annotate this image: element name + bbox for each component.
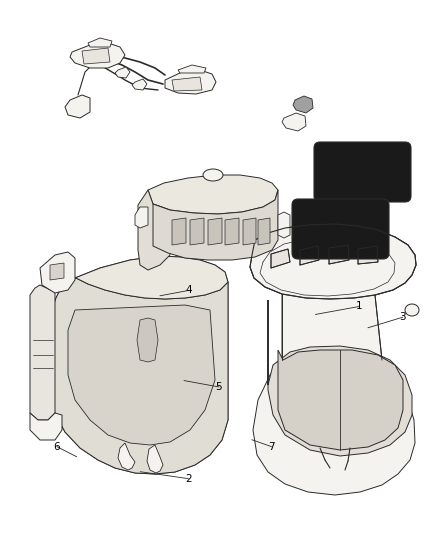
Text: 1: 1 (356, 302, 363, 311)
Polygon shape (65, 95, 90, 118)
Text: 7: 7 (268, 442, 275, 451)
Text: 2: 2 (185, 474, 192, 483)
Polygon shape (50, 263, 64, 280)
Polygon shape (147, 445, 163, 473)
Polygon shape (300, 246, 319, 265)
Polygon shape (30, 413, 62, 440)
Polygon shape (68, 305, 215, 445)
Text: 4: 4 (185, 286, 192, 295)
Polygon shape (50, 268, 228, 474)
Polygon shape (118, 443, 135, 470)
Text: 5: 5 (215, 382, 223, 392)
Polygon shape (358, 246, 378, 264)
Polygon shape (250, 237, 416, 495)
Polygon shape (278, 212, 290, 238)
Polygon shape (268, 300, 412, 456)
Polygon shape (271, 249, 290, 268)
Polygon shape (178, 65, 206, 73)
Ellipse shape (405, 304, 419, 316)
Polygon shape (135, 207, 148, 228)
Polygon shape (278, 350, 403, 450)
Polygon shape (329, 245, 349, 264)
Polygon shape (132, 79, 147, 90)
Polygon shape (282, 113, 306, 131)
Text: 3: 3 (399, 312, 406, 322)
Polygon shape (153, 190, 278, 260)
Polygon shape (172, 218, 186, 245)
Polygon shape (88, 38, 112, 47)
Polygon shape (60, 256, 228, 299)
Polygon shape (82, 48, 110, 64)
Polygon shape (165, 70, 216, 94)
Polygon shape (40, 252, 75, 293)
Polygon shape (258, 218, 270, 245)
Polygon shape (50, 256, 228, 474)
Polygon shape (138, 190, 170, 270)
Polygon shape (225, 218, 239, 245)
Polygon shape (190, 218, 204, 245)
Polygon shape (293, 96, 313, 113)
Ellipse shape (203, 169, 223, 181)
Polygon shape (250, 224, 416, 299)
Text: 6: 6 (53, 442, 60, 451)
Polygon shape (172, 77, 202, 91)
Polygon shape (208, 218, 222, 245)
Polygon shape (137, 318, 158, 362)
Polygon shape (70, 43, 125, 68)
Polygon shape (115, 67, 130, 78)
FancyBboxPatch shape (314, 142, 411, 202)
Polygon shape (30, 285, 55, 420)
FancyBboxPatch shape (292, 199, 389, 259)
Polygon shape (148, 175, 278, 214)
Polygon shape (243, 218, 256, 245)
